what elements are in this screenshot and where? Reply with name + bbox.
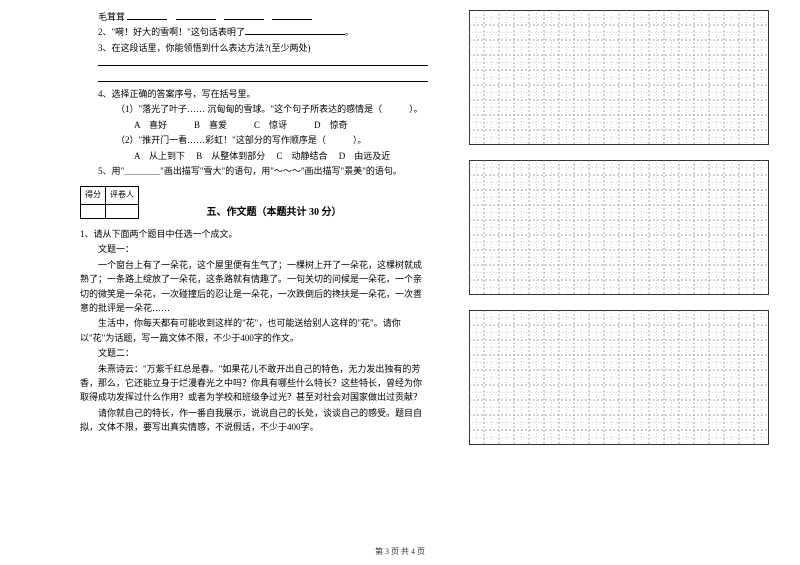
q3-blank2 [80,72,428,86]
topic2-p2: 请你就自己的特长，作一番自我展示，说说自己的长处，谈谈自己的感受。题目自拟，文体… [80,406,428,435]
blank [245,25,345,35]
left-column: 毛茸茸 2、"嗬！好大的雪啊！"这句话表明了 。 3、在这段话里，你能领悟到什么表… [80,10,443,540]
q4-2-opts: A 从上到下 B 从整体到部分 C 动静结合 D 由远及近 [80,149,428,163]
q4-1-opts: A 喜好 B 喜爱 C 惊讶 D 惊奇 [80,118,428,132]
topic1-p1: 一个窗台上有了一朵花，这个屋里便有生气了；一棵树上开了一朵花，这棵树就成熟了；一… [80,258,428,316]
reviewer-label: 评卷人 [106,187,139,205]
blank [98,72,428,82]
q3-blank1 [80,56,428,70]
topic1-label: 文题一： [80,242,428,256]
q4-1-text: （1）"落光了叶子…… 沉甸甸的雪球。"这个句子所表达的感情是（ ）。 [80,102,428,116]
reviewer-cell [106,205,139,219]
q2-text: 2、"嗬！好大的雪啊！"这句话表明了 [98,27,245,37]
section5-title: 五、作文题（本题共计 30 分） [120,205,428,221]
right-column [459,10,769,540]
writing-grid [469,310,769,445]
blank [98,56,428,66]
q4-2-text: （2）"推开门一看……彩虹！"这部分的写作顺序是（ ）。 [80,133,428,147]
topic2-p1: 朱熹诗云："万紫千红总是春。"如果花儿不敢开出自己的特色，无力发出独有的芳香，那… [80,362,428,405]
blank [272,10,312,20]
page-footer: 第 3 页 共 4 页 [0,546,800,557]
score-table: 得分 评卷人 [80,186,139,219]
blank [224,10,264,20]
q2-suffix: 。 [345,27,354,37]
q3-text: 3、在这段话里，你能领悟到什么表达方法?(至少两处) [80,41,428,55]
topic1-p2: 生活中，你每天都有可能收到这样的"花"，也可能送给别人这样的"花"。请你以"花"… [80,316,428,345]
q2-line: 2、"嗬！好大的雪啊！"这句话表明了 。 [80,25,428,39]
q4-text: 4、选择正确的答案序号，写在括号里。 [80,87,428,101]
blank [127,10,167,20]
page-container: 毛茸茸 2、"嗬！好大的雪啊！"这句话表明了 。 3、在这段话里，你能领悟到什么表… [0,0,800,540]
score-cell [81,205,106,219]
essay-intro: 1、请从下面两个题目中任选一个成文。 [80,227,428,241]
writing-grid [469,10,769,145]
q-prefix: 毛茸茸 [98,12,125,22]
q5-text: 5、用"＿＿＿＿"画出描写"雪大"的语句，用"～～～"画出描写"景美"的语句。 [80,164,428,178]
writing-grid [469,160,769,295]
q-prefix-line: 毛茸茸 [80,10,428,24]
topic2-label: 文题二： [80,346,428,360]
score-label: 得分 [81,187,106,205]
blank [176,10,216,20]
